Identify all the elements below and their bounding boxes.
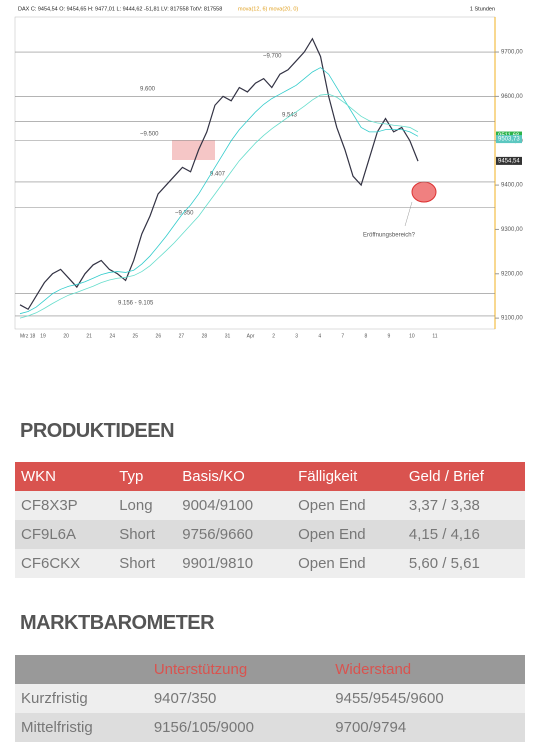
pointer bbox=[404, 201, 413, 227]
x-tick-label: Mrz 18 bbox=[20, 333, 36, 339]
price-badge bbox=[496, 156, 522, 165]
cell: Mittelfristig bbox=[15, 713, 148, 742]
cell: Unterstützung bbox=[147, 655, 330, 684]
section-title: MARKTBAROMETER bbox=[20, 612, 215, 634]
x-tick-label: 28 bbox=[202, 333, 208, 339]
annotation: 9.600 bbox=[140, 87, 156, 93]
annotation: ~9.700 bbox=[263, 54, 282, 60]
x-tick-label: 3 bbox=[295, 333, 298, 339]
cell: Basis/KO bbox=[176, 462, 293, 491]
cell: 9756/9660 bbox=[176, 520, 293, 549]
cell: 5,60 / 5,61 bbox=[402, 549, 525, 578]
x-tick-label: 21 bbox=[86, 333, 92, 339]
moving-average bbox=[19, 93, 419, 319]
annotation: 9.543 bbox=[282, 113, 298, 119]
barometer-table: Unterstützung Widerstand Kurzfristig 9407/3… bbox=[15, 655, 525, 742]
cell: Open End bbox=[292, 520, 403, 549]
header-cell bbox=[15, 655, 148, 684]
annotation: 9.407 bbox=[210, 172, 226, 178]
cell: Kurzfristig bbox=[15, 684, 148, 713]
cell: CF6CKX bbox=[15, 549, 114, 578]
badge-label: 9503,73 bbox=[498, 137, 520, 143]
cell: 9455/9545/9600 bbox=[329, 684, 525, 713]
cell: Open End bbox=[292, 491, 403, 520]
cell: 3,37 / 3,38 bbox=[402, 491, 525, 520]
interval: 1 Stunden bbox=[470, 6, 495, 12]
cell: Short bbox=[113, 549, 177, 578]
x-tick-label: 20 bbox=[63, 333, 69, 339]
x-tick-label: 4 bbox=[318, 333, 321, 339]
x-tick-label: Apr bbox=[247, 333, 255, 339]
x-tick-label: 19 bbox=[40, 333, 46, 339]
annotation: 9.156 - 9.105 bbox=[118, 301, 154, 307]
cell: 9156/105/9000 bbox=[147, 713, 330, 742]
cell: Widerstand bbox=[329, 655, 525, 684]
x-tick-label: 27 bbox=[179, 333, 185, 339]
cell: Fälligkeit bbox=[292, 462, 403, 491]
x-tick-label: 7 bbox=[341, 333, 344, 339]
cell: Typ bbox=[113, 462, 177, 491]
x-tick-label: 31 bbox=[225, 333, 231, 339]
plot-frame bbox=[14, 16, 496, 330]
cell: CF8X3P bbox=[15, 491, 114, 520]
x-tick-label: 10 bbox=[409, 333, 415, 339]
cell: 9004/9100 bbox=[176, 491, 293, 520]
x-tick-label: 24 bbox=[109, 333, 115, 339]
x-tick-label: 9 bbox=[387, 333, 390, 339]
cell: 9901/9810 bbox=[176, 549, 293, 578]
x-tick-label: 11 bbox=[432, 333, 437, 339]
cell: Long bbox=[113, 491, 177, 520]
cell: Open End bbox=[292, 549, 403, 578]
price-badge bbox=[496, 135, 522, 144]
cell: CF9L6A bbox=[15, 520, 114, 549]
cell: Short bbox=[113, 520, 177, 549]
price-line bbox=[19, 37, 419, 311]
badge-label: 9454,54 bbox=[498, 158, 520, 164]
indicators: mova(12, 6) mova(20, 0) bbox=[238, 6, 298, 12]
y-tick-label: 9200,00 bbox=[501, 271, 523, 277]
x-tick-label: 26 bbox=[156, 333, 162, 339]
y-tick-label: 9700,00 bbox=[501, 50, 523, 56]
x-tick-label: 2 bbox=[272, 333, 275, 339]
highlight-zone bbox=[172, 140, 215, 160]
cell: 4,15 / 4,16 bbox=[402, 520, 525, 549]
annotation: ~9.500 bbox=[140, 132, 159, 138]
y-tick-label: 9300,00 bbox=[501, 227, 523, 233]
x-tick-label: 25 bbox=[132, 333, 138, 339]
annotation: ~9.350 bbox=[175, 211, 194, 217]
x-tick-label: 8 bbox=[364, 333, 367, 339]
cell: WKN bbox=[15, 462, 114, 491]
opening-zone bbox=[411, 181, 437, 203]
product-table: WKN Typ Basis/KO Fälligkeit Geld / Brief CF8X… bbox=[15, 462, 525, 578]
section-title: PRODUKTIDEEN bbox=[20, 420, 175, 442]
y-tick-label: 9400,00 bbox=[501, 183, 523, 189]
chart: DAX C: 9454,54 O: 9454,65 H: 9477,01 L: … bbox=[14, 6, 523, 339]
cell: 9407/350 bbox=[147, 684, 330, 713]
annotation: Eröffnungsbereich? bbox=[363, 233, 416, 239]
cell: 9700/9794 bbox=[329, 713, 525, 742]
y-tick-label: 9100,00 bbox=[501, 316, 523, 322]
y-tick-label: 9600,00 bbox=[501, 94, 523, 100]
moving-average bbox=[19, 67, 419, 315]
cell: Geld / Brief bbox=[402, 462, 525, 491]
chart-header: DAX C: 9454,54 O: 9454,65 H: 9477,01 L: … bbox=[18, 6, 222, 12]
